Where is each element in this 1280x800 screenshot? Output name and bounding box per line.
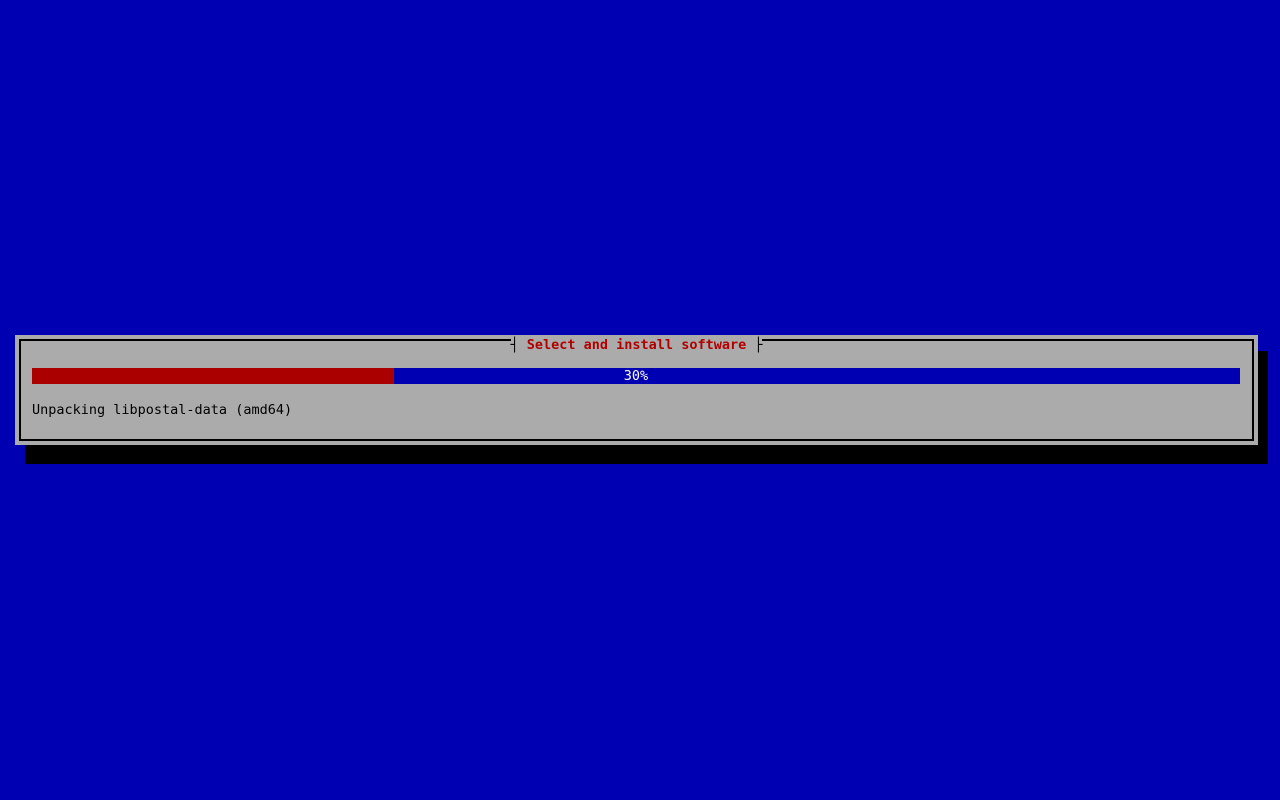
title-right-tick: ├ bbox=[746, 337, 763, 353]
dialog-border bbox=[19, 339, 1254, 441]
dialog-title-row: ┤ Select and install software ├ bbox=[15, 337, 1258, 353]
progress-percent-label: 30% bbox=[623, 368, 649, 384]
title-left-tick: ┤ bbox=[510, 337, 527, 353]
progress-bar: 30% bbox=[32, 368, 1240, 384]
dialog-title: Select and install software bbox=[526, 337, 747, 353]
progress-bar-fill bbox=[32, 368, 395, 384]
install-status-text: Unpacking libpostal-data (amd64) bbox=[32, 402, 293, 418]
install-progress-dialog: ┤ Select and install software ├ 30% Unpa… bbox=[15, 335, 1258, 445]
